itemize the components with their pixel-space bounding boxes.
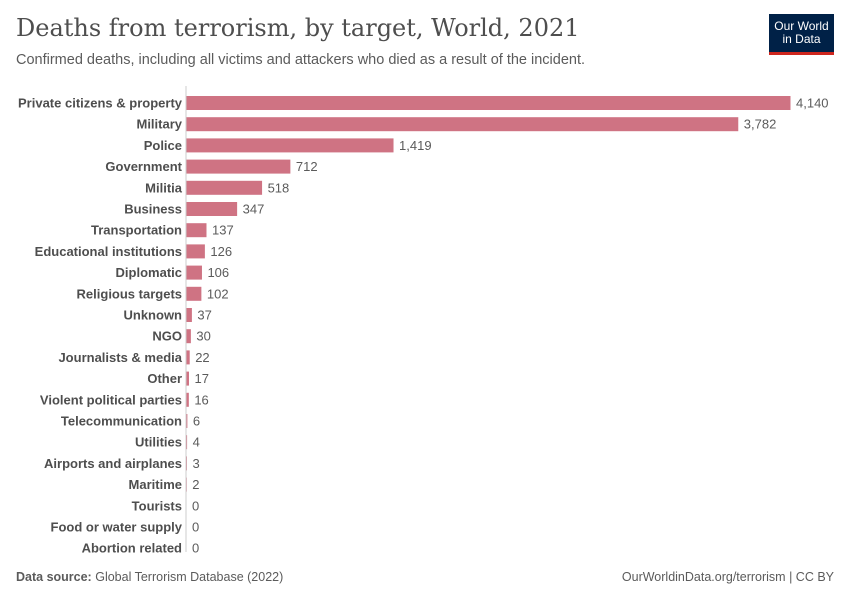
value-label: 4,140 [796,96,829,111]
category-label: Journalists & media [58,350,182,365]
category-label: Maritime [129,477,182,492]
bar[interactable] [186,350,190,365]
value-label: 347 [243,202,265,217]
value-label: 102 [207,286,229,301]
value-label: 37 [197,308,211,323]
category-label: Utilities [135,435,182,450]
category-label: Diplomatic [116,265,182,280]
logo-line-2: in Data [782,32,821,46]
bar[interactable] [186,180,263,195]
category-label: Airports and airplanes [44,456,182,471]
chart-subtitle: Confirmed deaths, including all victims … [16,52,586,68]
value-label: 3 [192,456,199,471]
category-label: Educational institutions [35,244,182,259]
bar[interactable] [186,159,291,174]
owid-logo[interactable]: Our World in Data [769,14,834,55]
value-label: 2 [192,477,199,492]
bar[interactable] [186,138,394,153]
credit-link[interactable]: OurWorldinData.org/terrorism | CC BY [621,570,834,584]
value-label: 0 [192,520,199,535]
category-label: NGO [152,329,182,344]
bar[interactable] [186,265,202,280]
value-label: 4 [193,435,200,450]
category-label: Government [105,159,182,174]
category-label: Tourists [132,498,182,513]
value-label: 1,419 [399,138,432,153]
bar[interactable] [186,392,189,407]
bar[interactable] [186,329,191,344]
value-label: 518 [268,180,290,195]
bar[interactable] [186,96,791,110]
value-label: 30 [196,329,210,344]
value-label: 106 [207,265,229,280]
value-label: 0 [192,541,199,556]
value-label: 17 [194,371,208,386]
category-label: Police [144,138,182,153]
category-label: Militia [145,180,183,195]
source-link[interactable]: Global Terrorism Database (2022) [95,570,284,584]
value-label: 137 [212,223,234,238]
value-label: 3,782 [744,117,777,132]
value-label: 16 [194,392,208,407]
value-label: 712 [296,159,318,174]
bar[interactable] [186,308,192,322]
category-label: Telecommunication [61,414,182,429]
category-label: Transportation [91,223,182,238]
bar[interactable] [186,414,188,428]
data-source: Data source: Global Terrorism Database (… [16,570,283,584]
bar[interactable] [186,202,238,216]
category-label: Private citizens & property [18,96,183,111]
category-label: Religious targets [77,286,182,301]
bar[interactable] [186,223,207,238]
category-label: Violent political parties [40,392,182,407]
value-label: 22 [195,350,209,365]
category-label: Other [147,371,182,386]
category-label: Military [136,117,182,132]
bar[interactable] [186,117,739,132]
value-label: 0 [192,498,199,513]
bar[interactable] [186,371,189,386]
chart-title: Deaths from terrorism, by target, World,… [16,14,580,42]
bar[interactable] [186,435,188,450]
category-label: Business [124,202,182,217]
category-label: Food or water supply [51,520,183,535]
bar[interactable] [186,286,202,301]
source-label: Data source: [16,570,92,584]
category-label: Unknown [124,308,183,323]
value-label: 6 [193,414,200,429]
value-label: 126 [210,244,232,259]
bar[interactable] [186,244,205,259]
logo-line-1: Our World [774,19,829,33]
category-label: Abortion related [82,541,182,556]
